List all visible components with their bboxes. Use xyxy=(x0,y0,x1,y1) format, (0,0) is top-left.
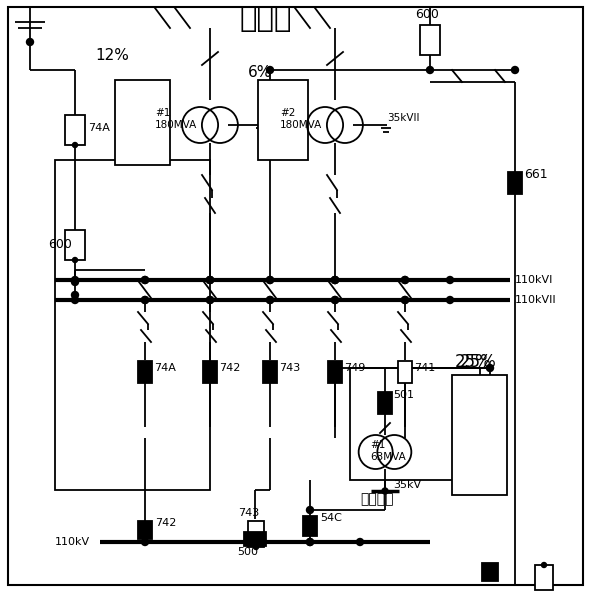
Bar xyxy=(258,80,308,160)
Text: 74A: 74A xyxy=(88,123,110,133)
Circle shape xyxy=(254,544,258,550)
Circle shape xyxy=(267,296,274,304)
Text: 12%: 12% xyxy=(95,48,129,63)
Bar xyxy=(263,361,277,383)
Circle shape xyxy=(72,279,79,285)
Bar xyxy=(55,160,210,490)
Bar xyxy=(138,361,152,383)
Circle shape xyxy=(427,66,434,74)
Bar xyxy=(203,361,217,383)
Circle shape xyxy=(332,276,339,283)
Bar xyxy=(398,361,412,383)
Circle shape xyxy=(332,276,339,283)
Text: 110kVII: 110kVII xyxy=(515,295,557,305)
Circle shape xyxy=(307,538,313,546)
Text: #2
180MVA: #2 180MVA xyxy=(280,108,322,130)
Circle shape xyxy=(332,276,339,283)
Bar xyxy=(328,361,342,383)
Bar xyxy=(115,80,170,165)
Circle shape xyxy=(141,296,148,304)
Circle shape xyxy=(73,142,77,148)
Circle shape xyxy=(332,296,339,304)
Text: 6%: 6% xyxy=(248,65,272,80)
Circle shape xyxy=(511,66,518,74)
Bar xyxy=(378,392,392,414)
Circle shape xyxy=(267,276,274,283)
Circle shape xyxy=(541,563,547,568)
Bar xyxy=(244,532,266,546)
Text: 25%: 25% xyxy=(460,353,497,371)
Bar xyxy=(482,563,498,581)
Circle shape xyxy=(72,296,79,304)
Circle shape xyxy=(206,296,213,304)
Circle shape xyxy=(401,276,408,283)
Text: 110kV: 110kV xyxy=(55,537,90,547)
Text: 741: 741 xyxy=(414,363,435,373)
Circle shape xyxy=(206,276,213,283)
Circle shape xyxy=(267,66,274,74)
Circle shape xyxy=(73,257,77,263)
Text: 35kV: 35kV xyxy=(393,480,421,490)
Circle shape xyxy=(446,296,453,304)
Text: 743: 743 xyxy=(238,508,259,518)
Circle shape xyxy=(446,276,453,283)
Bar xyxy=(65,115,85,145)
Text: 25%: 25% xyxy=(455,353,492,371)
Text: 信菥光伏: 信菥光伏 xyxy=(360,492,394,506)
Bar xyxy=(248,521,264,547)
Circle shape xyxy=(141,276,148,283)
Bar xyxy=(138,521,152,539)
Circle shape xyxy=(382,488,388,494)
Circle shape xyxy=(206,276,213,283)
Circle shape xyxy=(401,296,408,304)
Circle shape xyxy=(141,538,148,546)
Text: 110kVI: 110kVI xyxy=(515,275,553,285)
Circle shape xyxy=(141,296,148,304)
Bar xyxy=(452,375,507,495)
Circle shape xyxy=(401,276,408,283)
Text: 600: 600 xyxy=(48,238,72,250)
Bar xyxy=(535,565,553,590)
Circle shape xyxy=(307,506,313,514)
Circle shape xyxy=(206,296,213,304)
Circle shape xyxy=(206,276,213,283)
Circle shape xyxy=(356,538,363,546)
Circle shape xyxy=(267,276,274,283)
Circle shape xyxy=(267,296,274,304)
Circle shape xyxy=(401,296,408,304)
Text: 743: 743 xyxy=(279,363,300,373)
Text: 35kVII: 35kVII xyxy=(387,113,420,123)
Text: 日新变: 日新变 xyxy=(239,5,292,33)
Circle shape xyxy=(332,296,339,304)
Bar xyxy=(508,172,522,194)
Text: 500: 500 xyxy=(238,547,258,557)
Text: 742: 742 xyxy=(219,363,241,373)
Bar xyxy=(303,516,317,536)
Bar xyxy=(350,368,480,480)
Text: 742: 742 xyxy=(155,518,176,528)
Bar xyxy=(420,25,440,55)
Circle shape xyxy=(252,538,258,546)
Text: 74A: 74A xyxy=(154,363,176,373)
Circle shape xyxy=(486,365,493,371)
Text: 600: 600 xyxy=(415,8,439,21)
Text: #1
180MVA: #1 180MVA xyxy=(155,108,197,130)
Text: 54C: 54C xyxy=(320,513,342,523)
Circle shape xyxy=(72,292,79,298)
Text: 501: 501 xyxy=(393,390,414,400)
Circle shape xyxy=(27,39,34,46)
Text: 661: 661 xyxy=(524,168,548,181)
Circle shape xyxy=(72,276,79,283)
Text: 35kVI: 35kVI xyxy=(262,113,291,123)
Circle shape xyxy=(307,538,313,546)
Circle shape xyxy=(141,276,148,283)
Text: #1
63MVA: #1 63MVA xyxy=(370,440,406,463)
Bar xyxy=(65,230,85,260)
Text: 749: 749 xyxy=(344,363,365,373)
